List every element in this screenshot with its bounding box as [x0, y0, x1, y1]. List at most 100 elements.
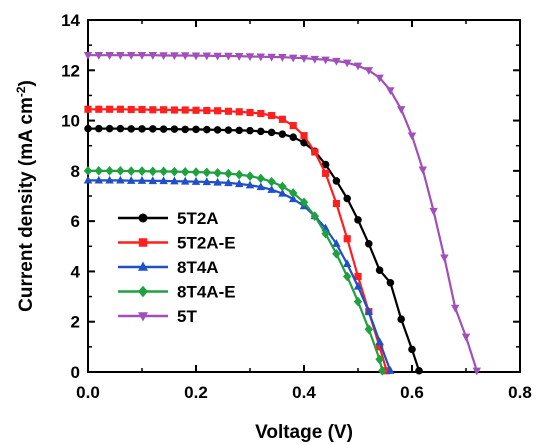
data-point: [138, 125, 146, 133]
data-point: [408, 345, 416, 354]
data-point: [386, 87, 395, 96]
data-point: [213, 177, 222, 186]
data-point: [289, 54, 298, 63]
data-point: [148, 52, 157, 60]
series-line: [88, 127, 421, 372]
data-point: [246, 126, 254, 135]
data-point: [278, 188, 287, 197]
data-point: [159, 166, 168, 177]
data-point: [127, 52, 136, 60]
data-point: [202, 52, 211, 61]
data-point: [192, 106, 200, 114]
data-point: [149, 106, 157, 114]
data-point: [94, 52, 103, 60]
data-point: [397, 315, 405, 323]
data-point: [383, 367, 391, 375]
y-tick-label: 6: [71, 212, 80, 231]
data-point: [246, 108, 254, 117]
data-point: [278, 181, 287, 192]
data-point: [289, 188, 298, 198]
x-axis-title: Voltage (V): [255, 422, 353, 443]
data-point: [116, 52, 125, 60]
data-point: [224, 52, 233, 61]
data-point: [461, 333, 471, 342]
y-axis-title-end: ): [16, 80, 37, 86]
data-point: [138, 105, 146, 114]
data-point: [321, 160, 330, 169]
data-point: [116, 166, 125, 176]
data-point: [191, 52, 201, 61]
data-point: [105, 124, 114, 133]
data-point: [95, 105, 103, 113]
data-point: [159, 125, 168, 133]
data-point: [364, 307, 373, 315]
data-point: [116, 105, 124, 113]
data-point: [191, 167, 201, 177]
legend-entry: 5T2A-E: [118, 234, 236, 253]
data-point: [343, 194, 351, 203]
data-point: [364, 324, 373, 335]
data-point: [181, 176, 190, 185]
data-point: [170, 176, 179, 185]
data-point: [137, 52, 147, 60]
data-point: [386, 366, 395, 374]
legend-label: 8T4A: [177, 258, 219, 277]
x-tick-label: 0.6: [400, 383, 424, 402]
data-point: [224, 126, 233, 134]
data-point: [322, 169, 330, 177]
data-point: [245, 171, 255, 181]
data-point: [94, 175, 103, 184]
series-8t4a: [83, 175, 395, 374]
y-tick-label: 12: [61, 61, 80, 80]
data-point: [343, 259, 352, 268]
data-point: [160, 106, 168, 114]
data-point: [321, 56, 330, 65]
legend-marker: [138, 238, 148, 247]
data-point: [397, 106, 406, 114]
data-point: [310, 55, 319, 64]
data-point: [83, 166, 93, 176]
data-point: [300, 132, 308, 140]
legend-marker: [138, 261, 148, 271]
data-point: [137, 176, 147, 184]
data-point: [116, 175, 125, 184]
data-point: [299, 55, 309, 63]
data-point: [256, 182, 265, 191]
data-point: [94, 166, 103, 176]
data-point: [353, 296, 363, 307]
data-point: [407, 132, 417, 141]
data-point: [83, 52, 93, 60]
data-point: [235, 108, 243, 116]
data-point: [321, 228, 330, 239]
data-point: [148, 166, 157, 177]
data-point: [159, 176, 168, 185]
x-tick-label: 0.0: [76, 383, 100, 402]
data-point: [364, 67, 373, 75]
plot-frame: [87, 19, 521, 373]
data-point: [278, 130, 287, 138]
data-point: [289, 122, 297, 130]
data-point: [343, 271, 352, 282]
data-point: [376, 343, 384, 351]
data-point: [214, 107, 222, 115]
data-point: [257, 109, 265, 118]
data-point: [354, 216, 362, 224]
legend-entry: 8T4A: [118, 258, 219, 277]
data-point: [245, 53, 255, 62]
data-point: [375, 266, 384, 274]
y-axis-title: Current density (mA cm-2): [14, 80, 37, 312]
data-point: [378, 365, 387, 376]
data-point: [224, 178, 233, 187]
series-5t: [83, 52, 481, 376]
data-point: [353, 281, 363, 290]
y-tick-label: 8: [71, 162, 80, 181]
data-point: [127, 176, 136, 184]
series-8t4a-e: [83, 166, 387, 376]
data-point: [289, 194, 298, 203]
legend-label: 5T2A: [177, 209, 219, 228]
data-point: [267, 185, 276, 193]
legend: 5T2A 5T2A-E 8T4A 8T4A-E 5T: [118, 209, 236, 326]
series-5t2a: [84, 124, 423, 375]
data-point: [181, 167, 190, 177]
data-point: [267, 128, 276, 137]
